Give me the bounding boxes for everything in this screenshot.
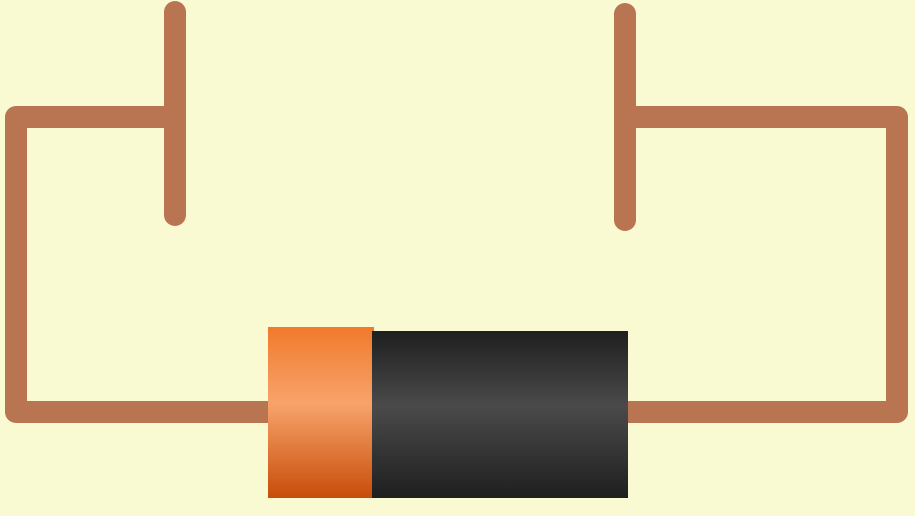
battery-body xyxy=(372,331,628,498)
battery xyxy=(268,327,628,498)
battery-positive-terminal xyxy=(268,327,374,498)
right-wire xyxy=(614,106,908,423)
left-wire xyxy=(5,106,281,423)
